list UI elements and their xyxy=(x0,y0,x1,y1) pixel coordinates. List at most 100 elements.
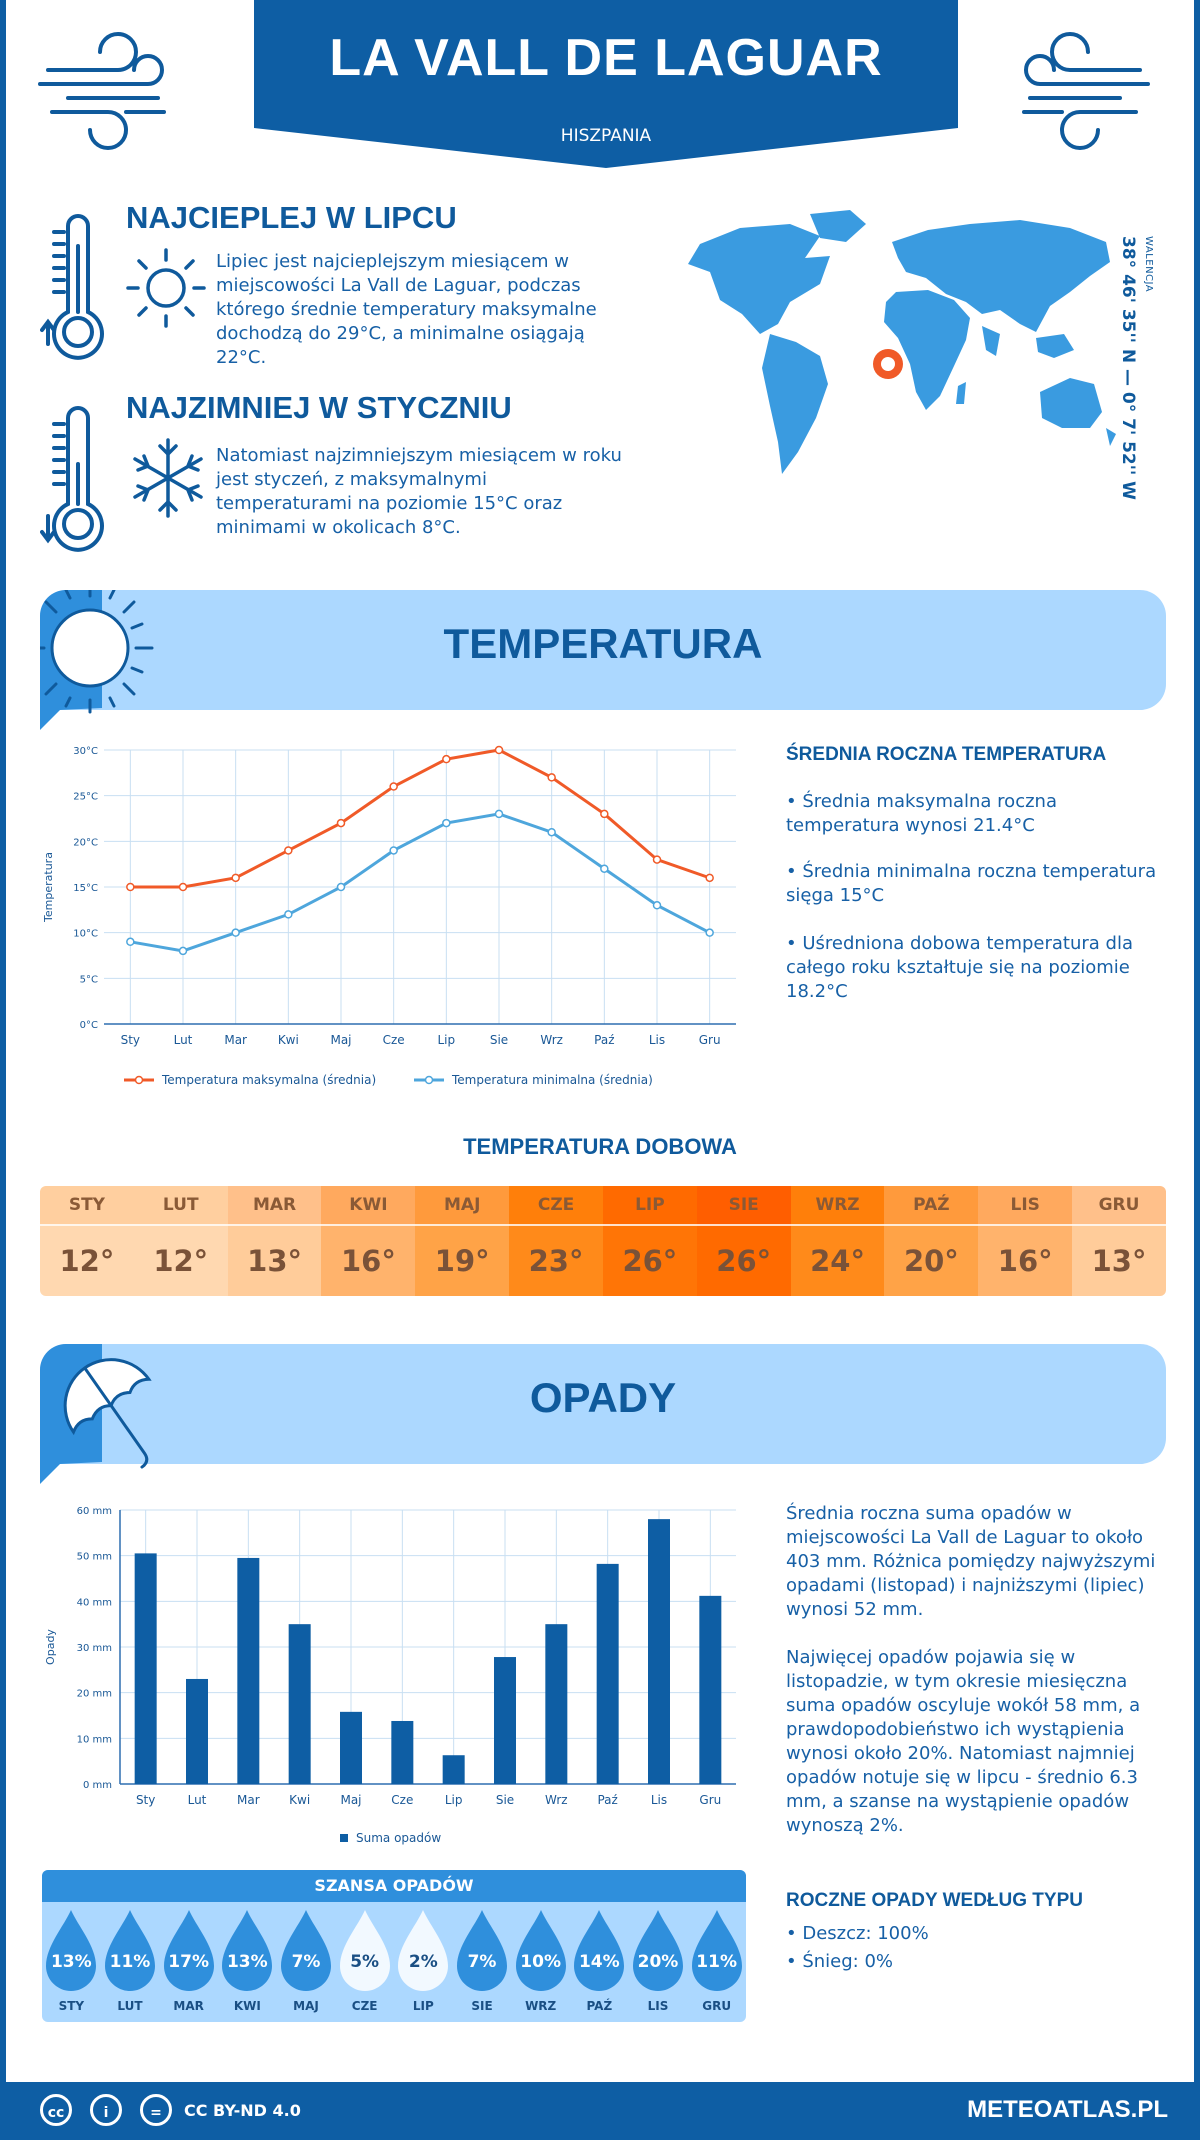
y-tick-label: 10 mm xyxy=(77,1734,112,1745)
precip-chance-value: 7% xyxy=(291,1952,321,1972)
sun-icon xyxy=(126,248,206,328)
precip-chance-month: LUT xyxy=(117,1999,143,2013)
annual-temp-title: ŚREDNIA ROCZNA TEMPERATURA xyxy=(786,744,1107,765)
precip-chance-value: 20% xyxy=(637,1952,679,1972)
x-tick-label: Lis xyxy=(649,1033,665,1047)
daily-temp-month: KWI xyxy=(321,1186,416,1226)
daily-temp-month: LIS xyxy=(978,1186,1073,1226)
data-point xyxy=(284,910,293,919)
precip-chance-value: 7% xyxy=(467,1952,497,1972)
drop-icon xyxy=(46,1910,97,1991)
city-title: LA VALL DE LAGUAR xyxy=(329,29,883,87)
y-tick-label: 5°C xyxy=(80,974,98,985)
daily-temp-month: SIE xyxy=(696,1186,791,1226)
thermometer-cold-icon xyxy=(40,406,104,552)
data-point xyxy=(547,773,556,782)
precip-chance-value: 2% xyxy=(408,1952,438,1972)
precip-chance-drop: 11% GRU xyxy=(688,1908,746,2018)
y-tick-label: 25°C xyxy=(73,792,98,803)
daily-temp-month: PAŹ xyxy=(884,1186,979,1226)
daily-temp-value: 13° xyxy=(1072,1226,1166,1296)
x-tick-label: Wrz xyxy=(545,1793,568,1807)
precip-bar xyxy=(648,1519,670,1784)
precip-chance-drop: 13% STY xyxy=(42,1908,100,2018)
precip-chance-month: CZE xyxy=(351,1999,378,2013)
data-point xyxy=(231,873,240,883)
precip-chance-drop: 7% SIE xyxy=(453,1908,511,2018)
attribution-icon[interactable]: i xyxy=(90,2094,122,2126)
precip-bar xyxy=(134,1553,157,1784)
drop-shape xyxy=(222,1910,273,1991)
x-tick-label: Sie xyxy=(496,1793,514,1807)
precip-chance-value: 13% xyxy=(226,1952,268,1972)
precip-chance-drop: 7% MAJ xyxy=(277,1908,335,2018)
x-tick-label: Cze xyxy=(383,1033,405,1047)
precip-chance-drop: 14% PAŹ xyxy=(570,1908,628,2018)
y-axis-label: Opady xyxy=(44,1629,57,1665)
precip-chance-drop: 5% CZE xyxy=(336,1908,394,2018)
drop-icon xyxy=(339,1910,390,1991)
data-point xyxy=(494,745,504,755)
temperature-band: TEMPERATURA xyxy=(40,590,1166,710)
x-tick-label: Lip xyxy=(438,1033,456,1047)
data-point xyxy=(442,754,451,764)
y-tick-label: 30 mm xyxy=(77,1643,112,1654)
daily-temp-value: 19° xyxy=(415,1226,510,1296)
daily-temp-value: 24° xyxy=(790,1226,885,1296)
page: LA VALL DE LAGUAR HISZPANIA NAJCIEPLEJ W… xyxy=(6,0,1194,2082)
x-tick-label: Paź xyxy=(594,1033,614,1047)
daily-temp-month: LIP xyxy=(602,1186,697,1226)
precip-chance-value: 14% xyxy=(578,1952,620,1972)
coords-box: 38° 46' 35'' N — 0° 7' 52'' W xyxy=(1098,236,1138,500)
precip-chance-month: WRZ xyxy=(525,1999,557,2013)
data-point xyxy=(600,864,609,873)
daily-temp-value: 20° xyxy=(884,1226,979,1296)
daily-temp-cell: LUT 12° xyxy=(133,1186,228,1296)
precip-chance-title: SZANSA OPADÓW xyxy=(42,1870,746,1902)
data-point xyxy=(336,818,346,828)
x-tick-label: Lut xyxy=(174,1033,193,1047)
daily-temp-title: TEMPERATURA DOBOWA xyxy=(463,1134,737,1159)
x-tick-label: Maj xyxy=(330,1033,351,1047)
umbrella-rain-icon xyxy=(40,1344,152,1484)
daily-temp-cell: PAŹ 20° xyxy=(884,1186,979,1296)
data-point xyxy=(336,882,346,892)
drop-shape xyxy=(46,1910,97,1991)
data-point xyxy=(494,809,504,819)
cc-icon[interactable]: cc xyxy=(40,2094,72,2126)
region-label: WALENCJA xyxy=(1143,236,1154,293)
brand-link[interactable]: METEOATLAS.PL xyxy=(967,2096,1168,2123)
temperature-chart: 0°C 5°C 10°C 15°C 20°C 25°C 30°C Sty Lut Mar Kwi Ma… xyxy=(42,745,736,1087)
precip-bar xyxy=(186,1678,208,1784)
no-derivatives-icon[interactable]: = xyxy=(140,2094,172,2126)
drop-icon xyxy=(633,1910,683,1991)
precip-chance-month: STY xyxy=(58,1999,85,2013)
data-point xyxy=(231,928,240,937)
y-tick-label: 15°C xyxy=(73,883,98,894)
data-point xyxy=(389,782,398,791)
drop-shape xyxy=(339,1910,390,1991)
drop-icon xyxy=(457,1910,507,1991)
precip-chance-value: 11% xyxy=(109,1952,151,1972)
cold-text: Natomiast najzimniejszym miesiącem w rok… xyxy=(216,445,622,538)
hot-title: NAJCIEPLEJ W LIPCU xyxy=(126,200,457,235)
data-point xyxy=(652,901,662,910)
precipitation-chart: 0 mm 10 mm 20 mm 30 mm 40 mm 50 mm 60 mm Sty Lut… xyxy=(44,1506,736,1845)
world-map xyxy=(688,210,1116,474)
daily-temp-cell: SIE 26° xyxy=(696,1186,791,1296)
data-point xyxy=(178,946,188,956)
drop-shape xyxy=(574,1910,625,1991)
x-tick-label: Cze xyxy=(391,1793,413,1807)
precip-chance-panel: SZANSA OPADÓW 13% STY 11% LUT 17% MAR 13% KWI 7%… xyxy=(42,1870,746,2022)
precip-chance-drop: 11% LUT xyxy=(101,1908,159,2018)
snowflake-icon xyxy=(133,438,203,518)
sun-section-icon xyxy=(40,590,154,730)
hot-text: Lipiec jest najcieplejszym miesiącem w m… xyxy=(216,251,597,368)
drop-shape xyxy=(281,1910,331,1991)
data-point xyxy=(178,882,188,892)
drop-shape xyxy=(457,1910,507,1991)
license-label[interactable]: CC BY-ND 4.0 xyxy=(184,2101,301,2120)
x-tick-label: Maj xyxy=(340,1793,361,1807)
x-tick-label: Sty xyxy=(121,1033,140,1047)
x-tick-label: Sie xyxy=(490,1033,508,1047)
